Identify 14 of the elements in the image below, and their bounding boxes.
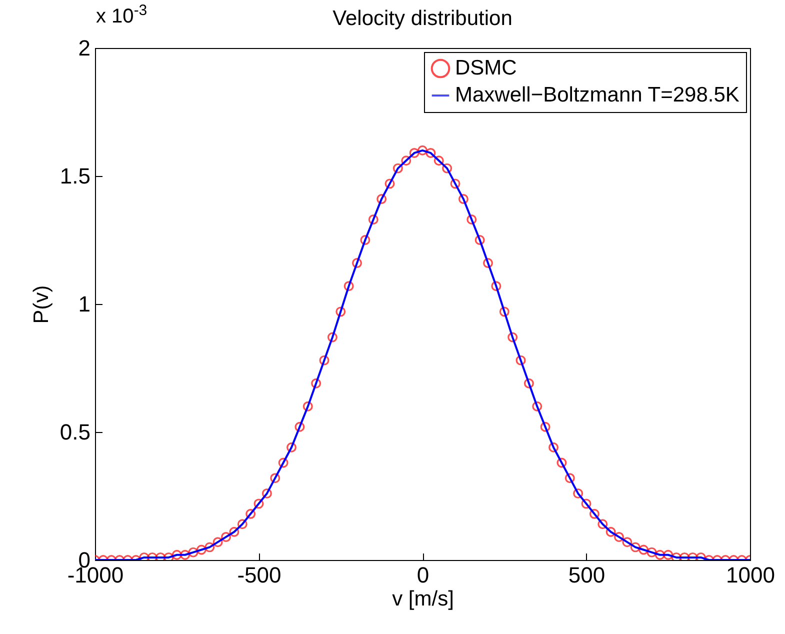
x-tick-label: 500 bbox=[568, 562, 606, 588]
y-tick-label: 2 bbox=[78, 36, 90, 60]
x-tick-label: -500 bbox=[237, 562, 282, 588]
text: x 10$^{-3}$ bbox=[96, 2, 148, 29]
y-tick-label: 0.5 bbox=[60, 420, 90, 444]
y-tick-label: 1.5 bbox=[60, 164, 90, 188]
legend-label: Maxwell−Boltzmann T=298.5K bbox=[455, 84, 740, 106]
y-tick-label: 1 bbox=[78, 292, 90, 316]
y-axis-title: P(v) bbox=[30, 285, 53, 324]
x-tick-label: 0 bbox=[416, 562, 430, 588]
chart-title: Velocity distribution bbox=[332, 7, 512, 30]
legend-label: DSMC bbox=[455, 56, 517, 80]
x-axis-title: v [m/s] bbox=[392, 588, 454, 610]
x-tick-label: 1000 bbox=[726, 562, 775, 588]
